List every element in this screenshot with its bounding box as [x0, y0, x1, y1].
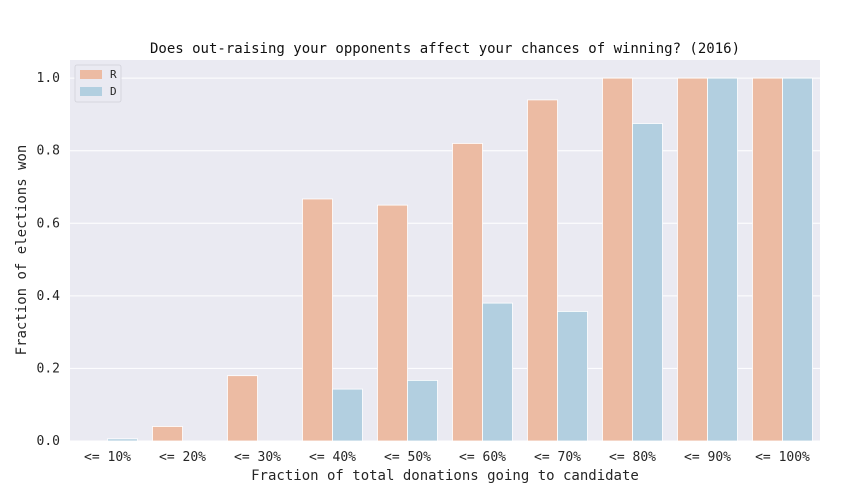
x-tick-label: <= 20% — [159, 450, 206, 465]
x-tick-label: <= 30% — [234, 450, 281, 465]
bar-d — [632, 123, 663, 442]
x-tick-label: <= 80% — [609, 450, 656, 465]
bar-r — [602, 77, 633, 442]
x-tick-label: <= 50% — [384, 450, 431, 465]
bar-d — [782, 77, 813, 442]
y-axis-label: Fraction of elections won — [14, 145, 30, 356]
x-tick-label: <= 10% — [84, 450, 131, 465]
bar-r — [377, 204, 408, 442]
bar-d — [707, 77, 738, 442]
bar-d — [482, 302, 513, 442]
bar-d — [107, 438, 138, 442]
legend: R D — [74, 64, 122, 103]
y-tick-label: 1.0 — [37, 71, 60, 86]
bar-r — [227, 375, 258, 442]
chart-title: Does out-raising your opponents affect y… — [150, 41, 740, 57]
x-tick-label: <= 60% — [459, 450, 506, 465]
bar-r — [677, 77, 708, 442]
x-axis-ticks: <= 10% <= 20% <= 30% <= 40% <= 50% <= 60% <= 7… — [84, 450, 810, 465]
bar-r — [527, 99, 558, 442]
x-tick-label: <= 90% — [684, 450, 731, 465]
bar-r — [302, 198, 333, 442]
y-tick-label: 0.6 — [37, 216, 60, 231]
legend-swatch-d — [80, 87, 102, 96]
bar-r — [152, 426, 183, 442]
x-axis-label: Fraction of total donations going to can… — [251, 468, 639, 484]
y-tick-label: 0.4 — [37, 289, 61, 304]
x-tick-label: <= 70% — [534, 450, 581, 465]
bar-d — [332, 388, 363, 442]
x-tick-label: <= 100% — [755, 450, 810, 465]
y-tick-label: 0.0 — [37, 434, 60, 449]
y-tick-label: 0.8 — [37, 144, 60, 159]
legend-swatch-r — [80, 70, 102, 79]
y-tick-label: 0.2 — [37, 361, 60, 376]
x-tick-label: <= 40% — [309, 450, 356, 465]
legend-label-d: D — [110, 85, 117, 98]
bar-d — [407, 380, 438, 442]
bar-r — [752, 77, 783, 442]
legend-label-r: R — [110, 68, 117, 81]
bar-d — [557, 311, 588, 442]
y-axis-ticks: 0.0 0.2 0.4 0.6 0.8 1.0 — [37, 71, 61, 449]
bar-r — [452, 143, 483, 442]
bars — [107, 77, 813, 442]
